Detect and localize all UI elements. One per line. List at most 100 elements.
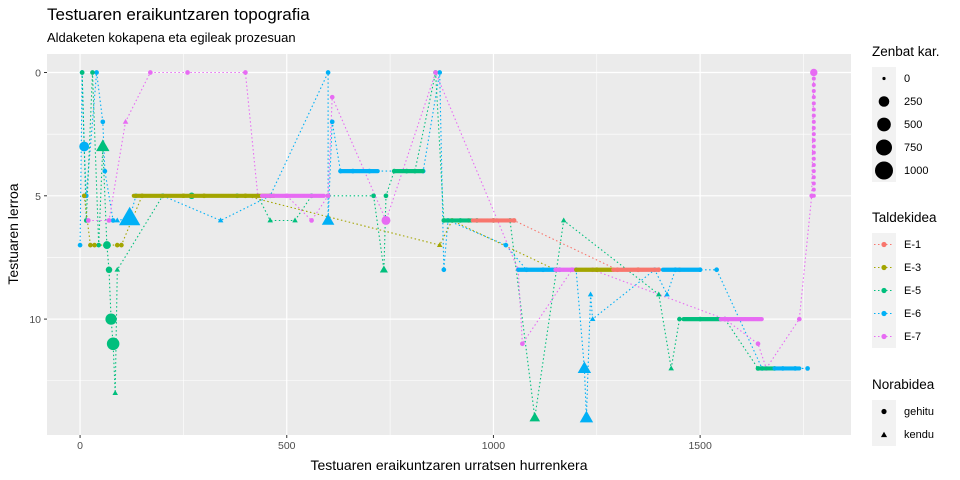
grid [47, 54, 851, 435]
data-point-kendu [114, 217, 121, 223]
data-point-gehitu [321, 193, 327, 198]
color-legend-title: Taldekidea [872, 210, 937, 225]
color-legend: Taldekidea E-1 E-3 E-5 E-6 E-7 [872, 210, 937, 348]
data-point-gehitu [375, 169, 380, 174]
data-point-gehitu [105, 266, 113, 274]
legend-key [872, 256, 896, 279]
data-point-gehitu [811, 113, 816, 118]
data-point-gehitu [655, 267, 661, 272]
data-point-gehitu [329, 94, 335, 100]
data-point-gehitu [811, 107, 816, 112]
color-legend-symbol [881, 241, 887, 248]
size-legend-item: 250 [872, 90, 940, 113]
shape-legend-symbol [880, 431, 888, 438]
legend-label: 500 [904, 118, 923, 131]
legend-label: E-1 [904, 238, 922, 251]
x-tick-label: 1000 [482, 440, 506, 452]
shape-legend-item: gehitu [872, 400, 934, 423]
data-point-gehitu [433, 70, 438, 75]
data-point-gehitu [114, 242, 120, 248]
data-point-kendu [656, 291, 662, 297]
size-legend-symbol [877, 117, 891, 132]
data-point-gehitu [102, 241, 111, 250]
data-point-gehitu [420, 169, 425, 174]
data-point-gehitu [811, 95, 816, 100]
size-legend-symbol [875, 139, 893, 156]
data-point-kendu [529, 412, 541, 422]
legend-label: 1000 [904, 164, 929, 177]
data-point-gehitu [309, 218, 314, 223]
legend-key [872, 302, 896, 325]
legend-key [872, 113, 896, 136]
data-point-gehitu [811, 175, 816, 180]
x-tick-label: 500 [278, 440, 296, 452]
size-legend-title: Zenbat kar. [872, 44, 940, 59]
data-point-gehitu [79, 141, 90, 152]
data-point-gehitu [96, 242, 102, 248]
data-point-gehitu [94, 70, 99, 75]
data-point-kendu [96, 139, 110, 152]
data-point-gehitu [755, 341, 761, 347]
data-point-kendu [112, 390, 118, 395]
size-legend-symbol [878, 96, 890, 107]
color-legend-item: E-3 [872, 256, 937, 279]
legend-label: gehitu [904, 405, 934, 418]
data-point-gehitu [811, 125, 816, 130]
data-point-gehitu [677, 316, 682, 322]
x-tick-label: 1500 [688, 440, 712, 452]
legend-key [872, 90, 896, 113]
data-point-kendu [379, 265, 388, 273]
axes: 0 500 1000 1500 0 5 10 [29, 67, 712, 452]
data-point-kendu [589, 316, 596, 321]
color-legend-symbol [881, 287, 887, 294]
data-point-gehitu [811, 70, 816, 75]
data-point-gehitu [79, 70, 85, 75]
series-line-E-5 [81, 72, 775, 418]
data-point-kendu [436, 242, 443, 248]
color-legend-symbol [881, 264, 887, 271]
data-point-gehitu [811, 181, 816, 186]
y-axis-label: Testuaren lerroa [5, 183, 21, 284]
data-point-gehitu [811, 101, 816, 106]
shape-legend-item: kendu [872, 423, 934, 446]
data-point-gehitu [106, 218, 112, 223]
x-tick-label: 0 [77, 440, 83, 452]
color-legend-symbol [881, 310, 887, 317]
size-legend-symbol [875, 161, 893, 180]
data-point-kendu [267, 217, 273, 223]
x-axis-label: Testuaren eraikuntzaren urratsen hurrenk… [310, 457, 587, 473]
data-point-gehitu [511, 218, 516, 223]
data-point-kendu [114, 266, 121, 272]
legend-key [872, 136, 896, 159]
data-point-kendu [321, 213, 335, 225]
data-point-gehitu [811, 119, 816, 124]
chart-subtitle: Aldaketen kokapena eta egileak prozesuan [47, 30, 296, 45]
data-point-kendu [292, 217, 298, 223]
data-point-gehitu [796, 316, 802, 322]
data-point-gehitu [81, 193, 87, 199]
data-point-gehitu [90, 70, 95, 75]
data-point-kendu [217, 217, 224, 223]
data-point-kendu [668, 365, 674, 371]
legend-key [872, 423, 896, 446]
plot-background [47, 54, 851, 435]
legend-key [872, 67, 896, 90]
color-legend-item: E-5 [872, 279, 937, 302]
data-point-gehitu [714, 267, 719, 273]
legend-key [872, 233, 896, 256]
data-point-gehitu [520, 341, 525, 347]
legend-label: kendu [904, 428, 934, 441]
data-point-gehitu [797, 366, 802, 371]
size-legend-item: 0 [872, 67, 940, 90]
series-line-E-3 [83, 195, 639, 271]
data-point-gehitu [185, 70, 190, 75]
shape-legend-symbol [881, 408, 887, 415]
color-legend-symbol [881, 333, 887, 340]
legend-label: 0 [904, 72, 911, 85]
data-point-gehitu [811, 76, 816, 81]
series-points [77, 68, 818, 423]
data-point-gehitu [329, 119, 335, 125]
series-line-E-7 [88, 70, 815, 370]
legend-key [872, 325, 896, 348]
data-point-gehitu [102, 168, 108, 174]
